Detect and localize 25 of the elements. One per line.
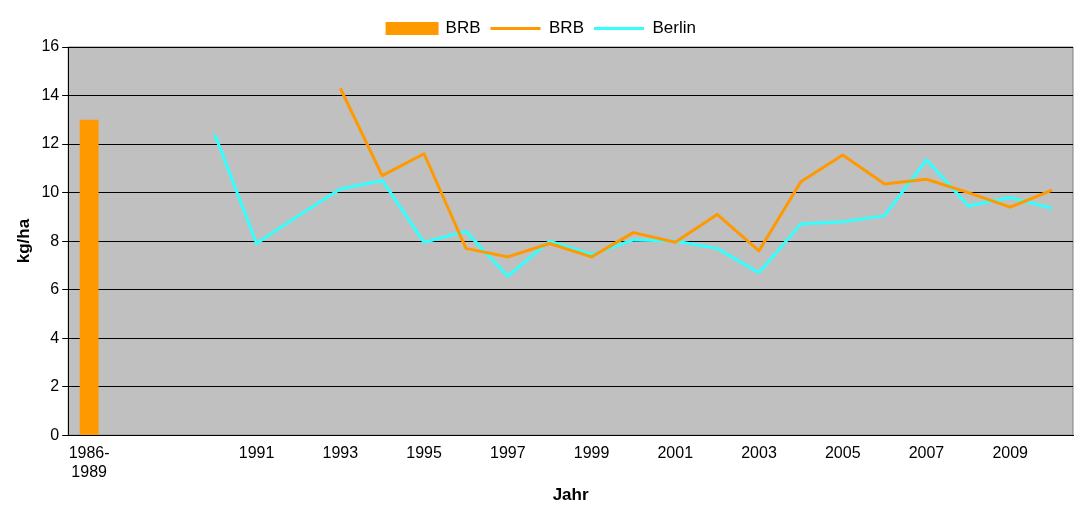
x-tick-label: 2007	[908, 444, 945, 462]
x-axis-title: Jahr	[552, 485, 589, 505]
x-tick-label: 1993	[322, 444, 359, 462]
y-axis-title: kg/ha	[13, 218, 33, 264]
x-tick-label: 2001	[657, 444, 694, 462]
x-tick-label: 2005	[824, 444, 861, 462]
x-tick-label: 1997	[490, 444, 526, 462]
y-tick-label: 14	[41, 85, 60, 103]
y-tick-label: 0	[50, 425, 60, 443]
legend-label: BRB	[445, 18, 481, 38]
legend-label: Berlin	[652, 18, 696, 38]
x-tick-label: 1986-1989	[68, 444, 110, 481]
y-tick-label: 12	[41, 134, 60, 152]
legend-label: BRB	[549, 18, 584, 38]
y-tick-label: 8	[50, 231, 60, 249]
y-tick-label: 6	[50, 280, 60, 298]
y-tick-label: 2	[50, 377, 60, 395]
x-tick-label: 1999	[573, 444, 610, 462]
x-tick-label: 2003	[741, 444, 777, 462]
y-tick-label: 16	[41, 37, 60, 55]
x-tick-label: 1995	[406, 444, 442, 462]
y-tick-label: 4	[50, 328, 60, 346]
y-tick-label: 10	[41, 182, 60, 200]
x-tick-label: 2009	[992, 444, 1029, 462]
x-tick-label: 1991	[238, 444, 275, 462]
